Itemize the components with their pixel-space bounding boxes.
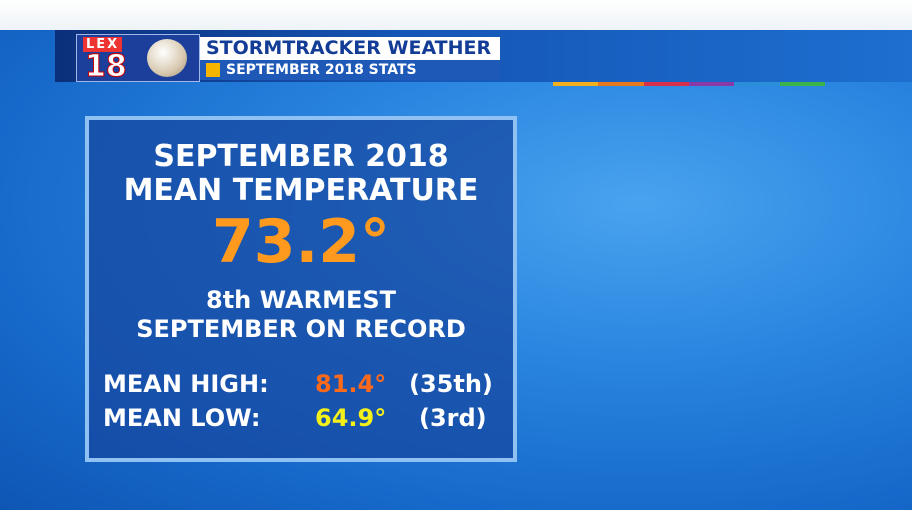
- logo-number: 18: [85, 49, 128, 85]
- heading-line: MEAN TEMPERATURE: [123, 173, 479, 208]
- stat-value: 64.9°: [315, 404, 387, 432]
- logo: LEX 18: [76, 34, 200, 85]
- ranking: 8th WARMEST SEPTEMBER ON RECORD: [89, 286, 513, 344]
- color-stripes: [553, 82, 825, 86]
- stat-label: MEAN HIGH:: [103, 370, 269, 398]
- header-title: STORMTRACKER WEATHER: [200, 37, 500, 60]
- stat-value: 81.4°: [315, 370, 387, 398]
- header-subtitle: SEPTEMBER 2018 STATS: [200, 60, 500, 80]
- ranking-line: SEPTEMBER ON RECORD: [136, 315, 466, 343]
- ranking-line: 8th WARMEST: [206, 286, 396, 314]
- top-strip: [0, 0, 912, 30]
- stat-rank: (3rd): [419, 404, 487, 432]
- stat-row: MEAN LOW: 64.9° (3rd): [103, 404, 503, 434]
- stat-rank: (35th): [409, 370, 493, 398]
- stats-panel: SEPTEMBER 2018 MEAN TEMPERATURE 73.2° 8t…: [85, 116, 517, 462]
- stat-row: MEAN HIGH: 81.4° (35th): [103, 370, 503, 400]
- heading-line: SEPTEMBER 2018: [153, 139, 449, 174]
- stat-label: MEAN LOW:: [103, 404, 261, 432]
- logo-tower: [147, 39, 187, 77]
- logo-text: LEX: [83, 37, 123, 52]
- panel-heading: SEPTEMBER 2018 MEAN TEMPERATURE: [89, 140, 513, 208]
- mean-temperature: 73.2°: [211, 207, 391, 277]
